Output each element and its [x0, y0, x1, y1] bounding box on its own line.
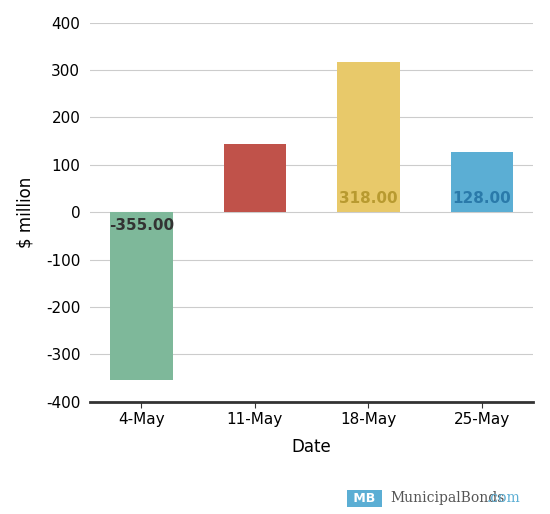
Text: .com: .com	[487, 491, 520, 505]
Y-axis label: $ million: $ million	[16, 176, 35, 248]
X-axis label: Date: Date	[292, 438, 332, 456]
Text: 143.00: 143.00	[226, 192, 284, 207]
Bar	[451, 152, 513, 212]
Text: MunicipalBonds: MunicipalBonds	[390, 491, 505, 505]
Text: -355.00: -355.00	[109, 218, 174, 233]
Text: MB: MB	[349, 492, 380, 505]
Bar	[224, 144, 286, 212]
Bar	[110, 212, 173, 380]
Bar	[337, 62, 400, 212]
Text: 128.00: 128.00	[453, 192, 512, 207]
Text: 318.00: 318.00	[339, 192, 398, 207]
